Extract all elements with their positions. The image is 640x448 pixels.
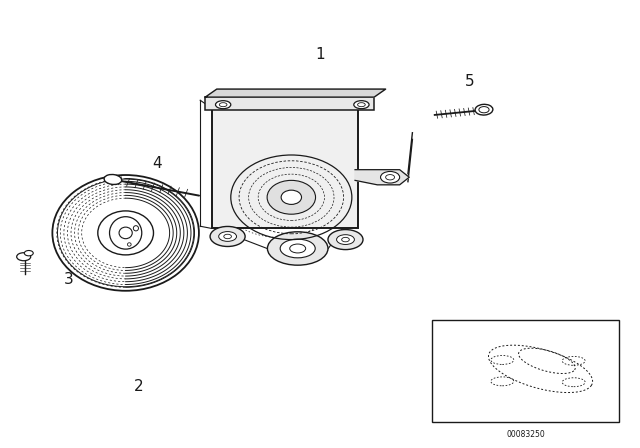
Ellipse shape <box>104 174 122 185</box>
Ellipse shape <box>127 243 131 246</box>
Ellipse shape <box>381 172 399 183</box>
Ellipse shape <box>280 239 316 258</box>
Circle shape <box>267 181 316 214</box>
Circle shape <box>281 190 301 204</box>
FancyBboxPatch shape <box>205 97 374 111</box>
Ellipse shape <box>210 226 245 246</box>
Ellipse shape <box>328 229 363 250</box>
Ellipse shape <box>216 101 231 109</box>
Polygon shape <box>205 89 386 97</box>
Ellipse shape <box>475 104 493 115</box>
Ellipse shape <box>98 211 154 255</box>
Ellipse shape <box>337 235 355 245</box>
Text: 1: 1 <box>315 47 325 62</box>
Text: 00083250: 00083250 <box>506 430 545 439</box>
Text: 2: 2 <box>134 379 143 394</box>
Text: 4: 4 <box>153 156 163 172</box>
Text: 5: 5 <box>465 74 474 89</box>
Ellipse shape <box>133 226 138 231</box>
Bar <box>431 320 620 422</box>
Ellipse shape <box>17 253 31 261</box>
Text: 3: 3 <box>63 272 73 287</box>
Ellipse shape <box>24 250 33 256</box>
Ellipse shape <box>109 217 142 249</box>
Ellipse shape <box>219 232 237 241</box>
Ellipse shape <box>268 232 328 265</box>
FancyBboxPatch shape <box>212 108 358 228</box>
Polygon shape <box>355 170 409 185</box>
Ellipse shape <box>354 101 369 109</box>
Ellipse shape <box>119 227 132 239</box>
